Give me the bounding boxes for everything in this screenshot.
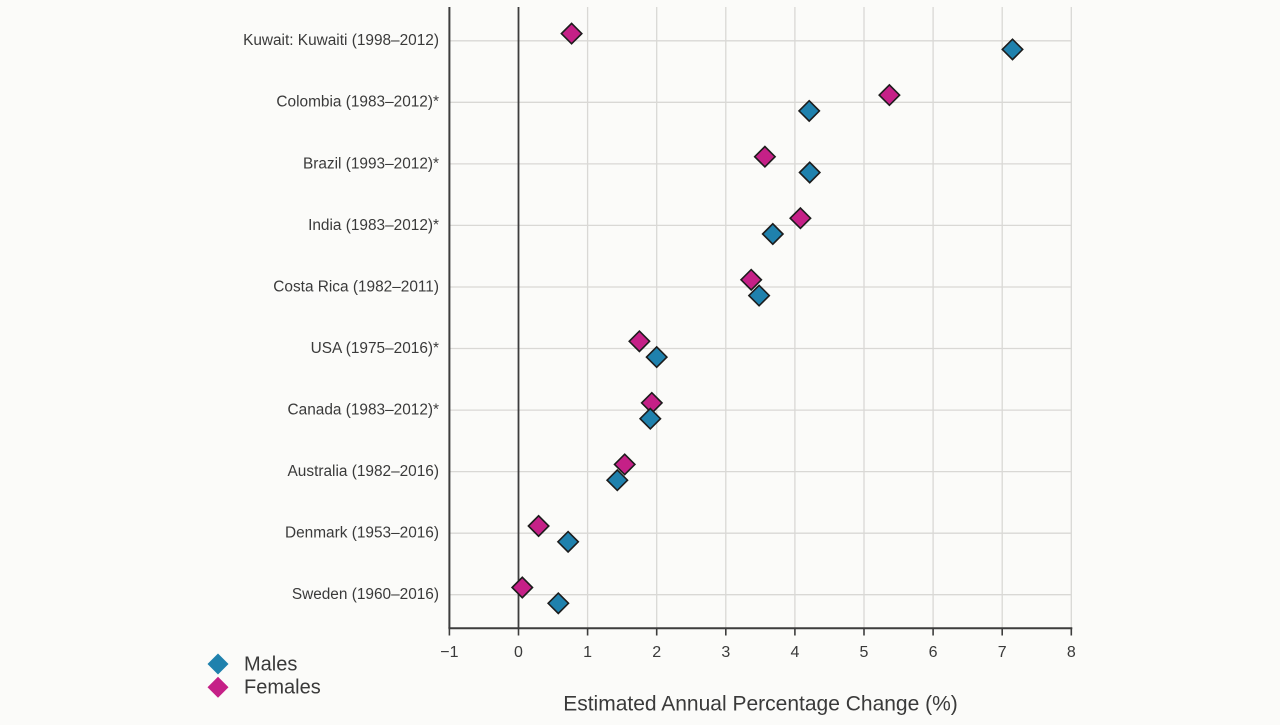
svg-text:Estimated Annual Percentage Ch: Estimated Annual Percentage Change (%) (563, 693, 958, 716)
svg-text:5: 5 (860, 644, 869, 661)
svg-text:−1: −1 (440, 644, 458, 661)
svg-text:2: 2 (652, 644, 661, 661)
svg-text:8: 8 (1067, 644, 1076, 661)
svg-text:Denmark (1953–2016): Denmark (1953–2016) (285, 525, 439, 542)
svg-text:India (1983–2012)*: India (1983–2012)* (308, 217, 439, 234)
svg-text:Brazil (1993–2012)*: Brazil (1993–2012)* (303, 155, 439, 172)
svg-text:Australia (1982–2016): Australia (1982–2016) (288, 463, 439, 480)
svg-text:Colombia (1983–2012)*: Colombia (1983–2012)* (276, 94, 439, 111)
svg-text:1: 1 (583, 644, 592, 661)
svg-text:0: 0 (514, 644, 523, 661)
svg-text:4: 4 (790, 644, 799, 661)
svg-text:Females: Females (244, 677, 321, 699)
svg-text:Kuwait: Kuwaiti (1998–2012): Kuwait: Kuwaiti (1998–2012) (243, 32, 439, 49)
svg-text:USA (1975–2016)*: USA (1975–2016)* (311, 340, 439, 357)
svg-text:Costa Rica (1982–2011): Costa Rica (1982–2011) (273, 278, 439, 295)
svg-text:Sweden (1960–2016): Sweden (1960–2016) (292, 586, 439, 603)
svg-text:Males: Males (244, 654, 297, 676)
svg-text:6: 6 (929, 644, 938, 661)
svg-text:7: 7 (998, 644, 1007, 661)
svg-text:Canada (1983–2012)*: Canada (1983–2012)* (288, 402, 439, 419)
svg-text:3: 3 (721, 644, 730, 661)
